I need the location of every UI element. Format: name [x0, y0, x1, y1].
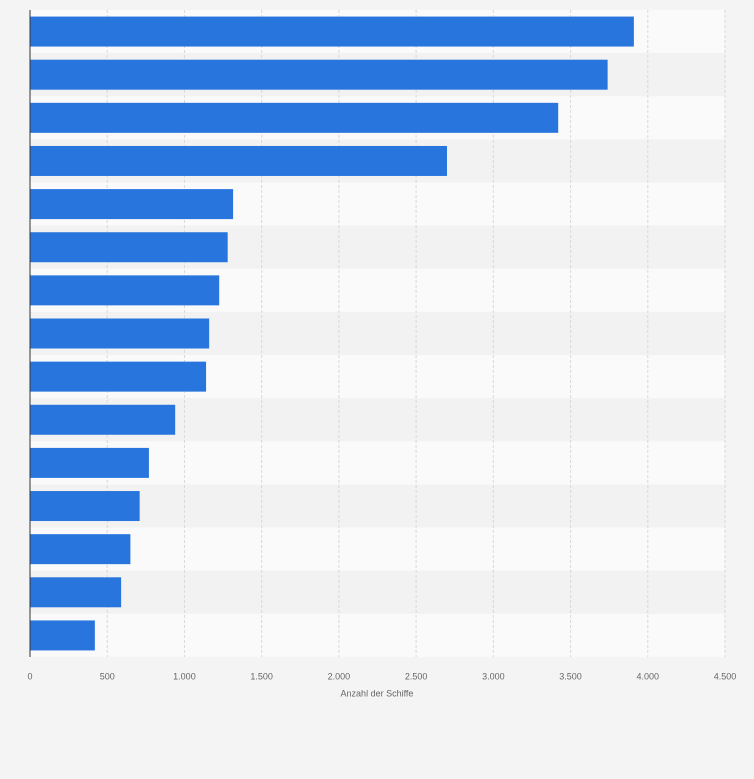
x-axis-label: Anzahl der Schiffe	[341, 688, 414, 698]
bar	[30, 577, 122, 608]
row-band	[30, 527, 725, 571]
x-tick-label: 2.500	[405, 671, 428, 681]
x-tick-label: 500	[100, 671, 115, 681]
bar	[30, 491, 140, 522]
bar	[30, 102, 559, 133]
bar	[30, 232, 228, 263]
bar	[30, 361, 207, 392]
bar	[30, 59, 608, 90]
x-tick-label: 0	[27, 671, 32, 681]
x-tick-label: 2.000	[328, 671, 351, 681]
row-band	[30, 570, 725, 614]
bar	[30, 275, 220, 306]
bar	[30, 447, 149, 478]
row-band	[30, 613, 725, 657]
row-band	[30, 484, 725, 528]
bar	[30, 189, 234, 220]
x-tick-label: 1.000	[173, 671, 196, 681]
bar	[30, 145, 447, 176]
x-tick-label: 1.500	[250, 671, 273, 681]
bar	[30, 16, 634, 47]
bar	[30, 620, 95, 651]
bar	[30, 404, 176, 435]
bar	[30, 318, 210, 349]
x-tick-label: 4.500	[714, 671, 737, 681]
x-tick-label: 4.000	[637, 671, 660, 681]
x-tick-label: 3.000	[482, 671, 505, 681]
bar	[30, 534, 131, 565]
x-tick-label: 3.500	[559, 671, 582, 681]
